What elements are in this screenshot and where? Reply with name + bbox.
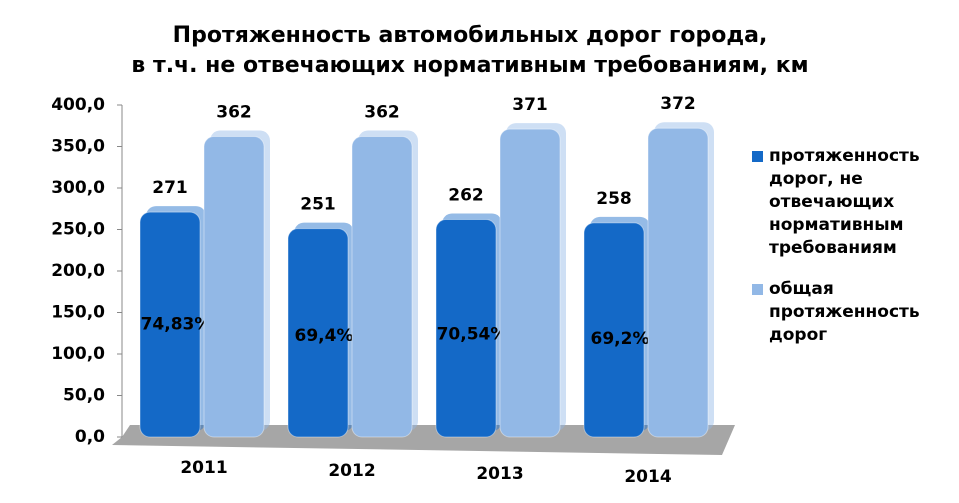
x-tick-label: 2013 (476, 464, 523, 484)
bar (499, 128, 561, 438)
value-label: 371 (512, 95, 548, 115)
bar (583, 222, 645, 438)
value-label: 258 (596, 189, 632, 209)
bar (287, 228, 349, 438)
legend-label: протяженность дорог, не отвечающих норма… (769, 146, 920, 258)
annotation: 69,2% (591, 329, 650, 349)
y-tick-label: 150,0 (51, 303, 105, 323)
chart-title: Протяженность автомобильных дорог города… (173, 23, 768, 48)
bar (203, 136, 265, 438)
value-label: 251 (300, 195, 336, 215)
chart-subtitle: в т.ч. не отвечающих нормативным требова… (131, 53, 808, 78)
legend-swatch (752, 151, 763, 162)
legend-swatch (752, 284, 763, 295)
value-label: 262 (448, 186, 484, 206)
y-tick-label: 100,0 (51, 344, 105, 364)
legend-label: общая протяженность дорог (769, 279, 920, 345)
legend: протяженность дорог, не отвечающих норма… (752, 145, 952, 365)
x-tick-label: 2012 (328, 461, 375, 481)
annotation: 69,4% (295, 326, 354, 346)
value-label: 372 (660, 94, 696, 114)
legend-item: общая протяженность дорог (752, 278, 952, 347)
value-label: 362 (216, 103, 252, 123)
value-label: 362 (364, 103, 400, 123)
x-tick-label: 2014 (624, 467, 671, 487)
y-tick-label: 400,0 (51, 95, 105, 115)
bar (351, 136, 413, 438)
legend-item: протяженность дорог, не отвечающих норма… (752, 145, 952, 260)
annotation: 74,83% (141, 315, 212, 335)
y-tick-label: 350,0 (51, 137, 105, 157)
y-tick-label: 50,0 (63, 386, 105, 406)
y-tick-label: 0,0 (75, 427, 105, 447)
value-label: 271 (152, 178, 188, 198)
bar (139, 211, 201, 438)
x-tick-label: 2011 (180, 458, 227, 478)
bar (435, 219, 497, 438)
bar (647, 127, 709, 438)
annotation: 70,54% (437, 324, 508, 344)
y-tick-label: 300,0 (51, 178, 105, 198)
y-tick-label: 250,0 (51, 220, 105, 240)
y-tick-label: 200,0 (51, 261, 105, 281)
floor (112, 425, 735, 455)
